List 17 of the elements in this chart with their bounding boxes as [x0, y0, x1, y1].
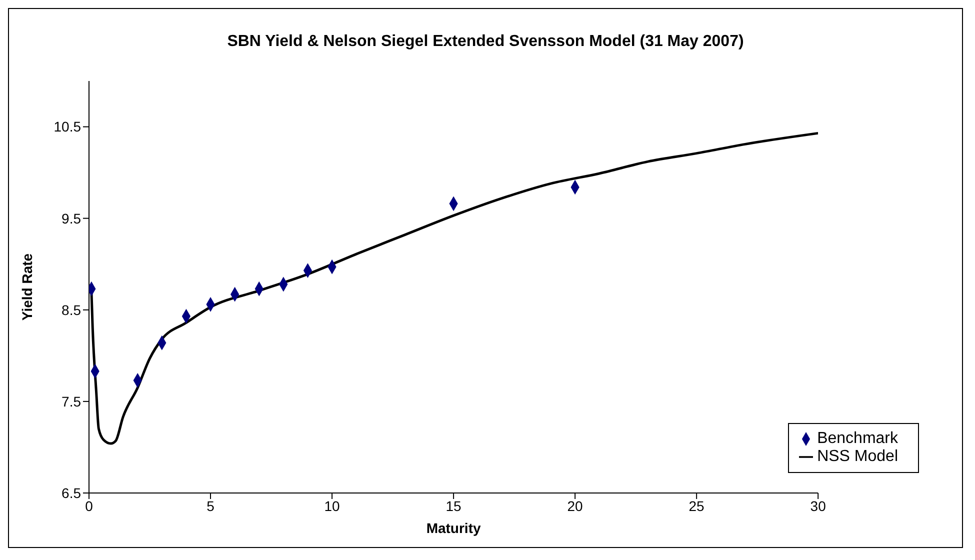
x-tick-label: 20: [567, 498, 584, 514]
legend-label: NSS Model: [817, 448, 898, 465]
x-tick-label: 30: [810, 498, 826, 514]
x-tick-label: 0: [85, 498, 94, 514]
y-tick-label: 9.5: [62, 210, 82, 226]
x-tick-label: 5: [206, 498, 215, 514]
legend-label: Benchmark: [817, 430, 898, 447]
chart-title: SBN Yield & Nelson Siegel Extended Svensson Model (31 May 2007): [226, 32, 745, 52]
y-tick-label: 8.5: [62, 302, 82, 318]
x-tick-label: 15: [446, 498, 462, 514]
x-tick-label: 10: [324, 498, 340, 514]
y-tick-label: 6.5: [62, 484, 82, 501]
y-axis-title: Yield Rate: [18, 253, 35, 321]
x-axis-title: Maturity: [426, 520, 481, 536]
y-tick-label: 10.5: [54, 118, 82, 135]
x-tick-label: 25: [688, 498, 705, 514]
y-tick-label: 7.5: [62, 393, 82, 410]
